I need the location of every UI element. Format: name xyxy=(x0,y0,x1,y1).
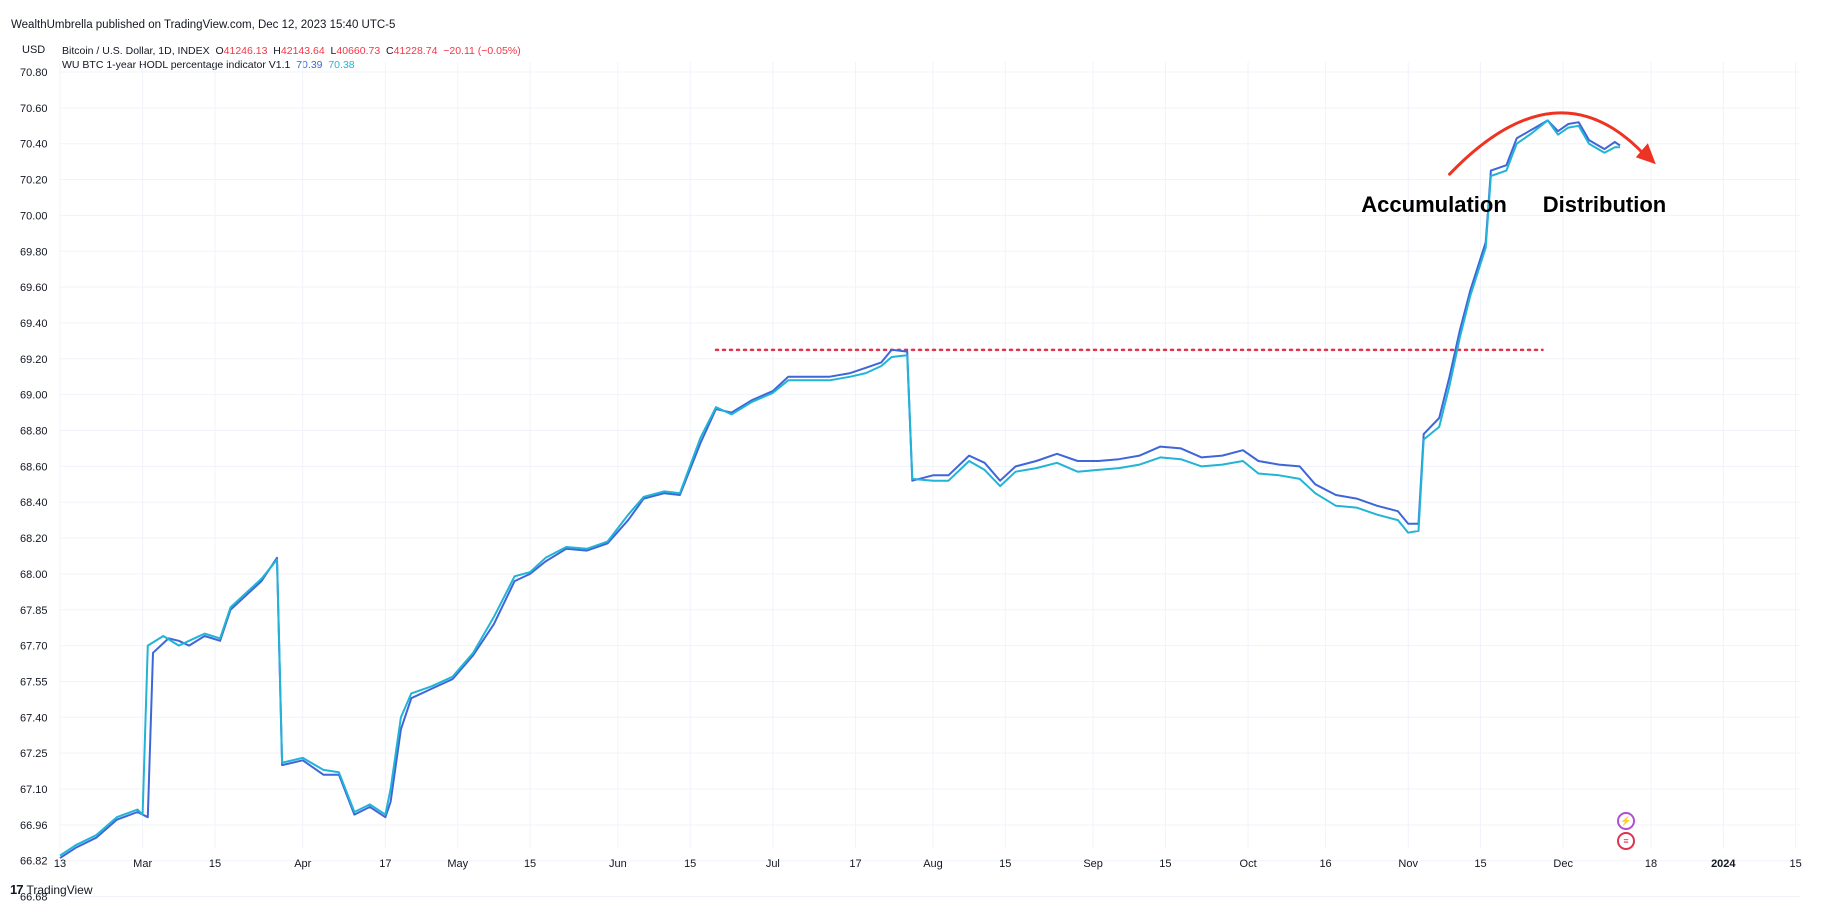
indicator-label[interactable]: WU BTC 1-year HODL percentage indicator … xyxy=(62,59,291,71)
low-label: L xyxy=(330,45,337,57)
x-tick-label: May xyxy=(447,858,468,870)
y-tick-label: 69.20 xyxy=(20,354,48,366)
y-tick-label: 66.96 xyxy=(20,820,48,832)
y-tick-label: 68.00 xyxy=(20,569,48,581)
x-tick-label: 17 xyxy=(379,858,391,870)
close-value: 41228.74 xyxy=(393,45,438,57)
x-tick-label: Mar xyxy=(133,858,152,870)
x-tick-label: 15 xyxy=(999,858,1011,870)
footer-brand: TradingView xyxy=(26,882,93,897)
y-tick-label: 69.40 xyxy=(20,318,48,330)
x-tick-label: Jun xyxy=(609,858,627,870)
series-group xyxy=(59,119,1621,859)
y-tick-label: 68.20 xyxy=(20,533,48,545)
y-tick-label: 70.00 xyxy=(20,210,48,222)
x-tick-label: Apr xyxy=(294,858,311,870)
y-tick-label: 70.20 xyxy=(20,175,48,187)
y-tick-label: 67.25 xyxy=(20,748,48,760)
annotation-distribution: Distribution xyxy=(1543,192,1666,217)
x-tick-label: Sep xyxy=(1083,858,1103,870)
close-label: C xyxy=(386,45,394,57)
y-tick-label: 66.68 xyxy=(20,892,48,904)
flag-icon[interactable]: ≡ xyxy=(1617,832,1635,850)
low-value: 40660.73 xyxy=(336,45,381,57)
publisher-line: WealthUmbrella published on TradingView.… xyxy=(11,19,396,31)
x-tick-label: Nov xyxy=(1398,858,1418,870)
x-tick-label: 17 xyxy=(849,858,861,870)
indicator-value-2: 70.38 xyxy=(328,59,355,71)
y-axis: 70.80 70.60 70.40 70.20 70.00 69.80 69.60 69.40… xyxy=(20,67,48,904)
y-tick-label: 69.00 xyxy=(20,390,48,402)
x-tick-label: 15 xyxy=(684,858,696,870)
y-tick-label: 69.60 xyxy=(20,282,48,294)
annotation-accumulation: Accumulation xyxy=(1361,192,1506,217)
x-tick-label: 13 xyxy=(54,858,66,870)
open-label: O xyxy=(215,45,224,57)
y-tick-label: 67.40 xyxy=(20,712,48,724)
y-tick-label: 67.10 xyxy=(20,784,48,796)
x-axis: 13 Mar 15 Apr 17 May 15 Jun 15 Jul 17 Aug 15 Sep 15 Oct… xyxy=(54,858,1802,870)
tradingview-logo-icon: 17 xyxy=(10,882,24,897)
top-arc-arrow xyxy=(1448,111,1656,176)
y-tick-label: 69.80 xyxy=(20,246,48,258)
y-tick-label: 67.85 xyxy=(20,605,48,617)
arc-curve xyxy=(1448,111,1648,176)
x-tick-label: 16 xyxy=(1319,858,1331,870)
annotations-group: Accumulation Distribution xyxy=(1361,192,1666,217)
arrowhead-icon xyxy=(1635,143,1656,165)
currency-label: USD xyxy=(22,44,46,56)
open-value: 41246.13 xyxy=(223,45,268,57)
y-tick-label: 70.80 xyxy=(20,67,48,79)
high-value: 42143.64 xyxy=(280,45,325,57)
x-tick-label: 15 xyxy=(209,858,221,870)
x-tick-label: 15 xyxy=(524,858,536,870)
footer: 17 TradingView xyxy=(10,882,93,897)
x-tick-label: 15 xyxy=(1790,858,1802,870)
x-tick-label: Oct xyxy=(1240,858,1257,870)
series-line-secondary xyxy=(59,119,1620,857)
lightning-icon[interactable]: ⚡ xyxy=(1617,812,1635,830)
series-line-primary xyxy=(59,119,1621,859)
x-tick-label: Aug xyxy=(923,858,943,870)
y-tick-label: 67.70 xyxy=(20,641,48,653)
x-tick-label: Jul xyxy=(766,858,780,870)
y-tick-label: 66.82 xyxy=(20,856,48,868)
y-tick-label: 68.80 xyxy=(20,426,48,438)
high-label: H xyxy=(273,45,281,57)
y-tick-label: 70.60 xyxy=(20,103,48,115)
grid-lines xyxy=(59,62,1800,898)
x-tick-label: 2024 xyxy=(1711,858,1736,870)
legend-symbol-row: Bitcoin / U.S. Dollar, 1D, INDEX O41246.… xyxy=(62,44,521,58)
y-tick-label: 68.60 xyxy=(20,461,48,473)
y-tick-label: 68.40 xyxy=(20,497,48,509)
x-tick-label: 15 xyxy=(1474,858,1486,870)
symbol-label[interactable]: Bitcoin / U.S. Dollar, 1D, INDEX xyxy=(62,45,210,57)
y-tick-label: 67.55 xyxy=(20,676,48,688)
x-tick-label: 18 xyxy=(1645,858,1657,870)
change-value: −20.11 (−0.05%) xyxy=(443,45,521,57)
x-tick-label: 15 xyxy=(1159,858,1171,870)
x-tick-label: Dec xyxy=(1553,858,1573,870)
y-tick-label: 70.40 xyxy=(20,139,48,151)
